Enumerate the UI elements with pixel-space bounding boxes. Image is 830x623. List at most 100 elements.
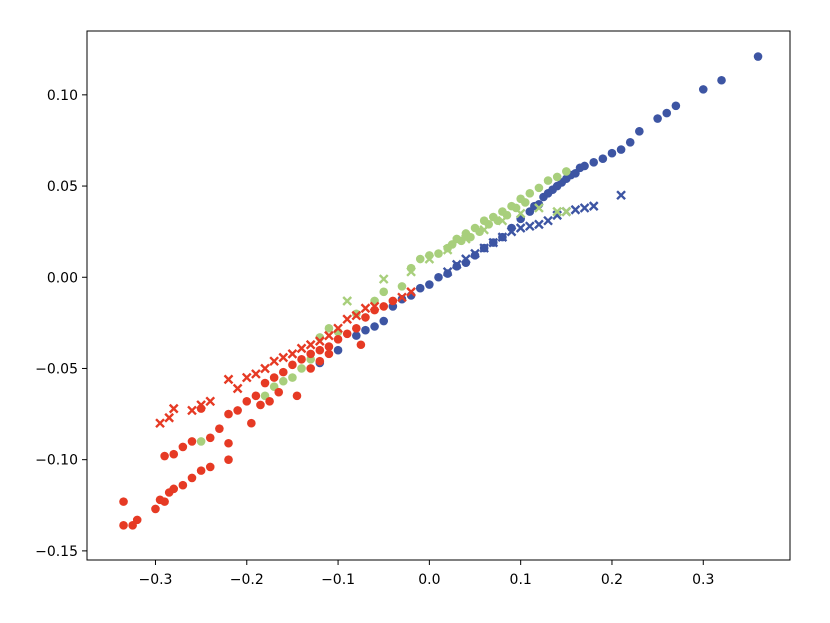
circle-marker-point — [625, 137, 635, 147]
circle-marker-point — [543, 176, 553, 185]
circle-marker-point — [274, 387, 284, 397]
circle-marker-point — [315, 356, 325, 366]
x-marker-point — [333, 323, 343, 334]
x-marker-point — [552, 206, 563, 217]
circle-marker-point — [306, 349, 315, 359]
x-marker-point — [461, 254, 471, 264]
x-marker-point — [406, 266, 416, 277]
circle-marker-point — [324, 349, 334, 359]
circle-marker-point — [616, 145, 626, 154]
x-marker-point — [205, 396, 216, 407]
circle-marker-point — [187, 437, 197, 446]
circle-marker-point — [352, 309, 361, 319]
circle-marker-point — [352, 324, 361, 333]
x-marker-point — [269, 356, 280, 367]
circle-marker-point — [278, 367, 288, 377]
circle-marker-point — [443, 269, 452, 278]
circle-marker-point — [160, 497, 169, 506]
circle-marker-point — [425, 280, 434, 289]
circle-marker-point — [169, 484, 179, 494]
x-marker-point — [470, 248, 480, 259]
x-marker-point — [251, 369, 261, 379]
x-marker-point — [479, 224, 489, 235]
circle-marker-point — [269, 373, 279, 382]
data-points — [119, 52, 763, 530]
x-marker-point — [461, 234, 471, 244]
circle-marker-point — [552, 172, 562, 182]
circle-marker-point — [297, 355, 306, 364]
x-tick-label: 0.2 — [601, 572, 623, 588]
circle-marker-point — [288, 360, 297, 370]
circle-marker-point — [342, 329, 352, 339]
circle-marker-point — [178, 442, 188, 452]
series-3 — [342, 203, 572, 306]
circle-marker-point — [333, 334, 343, 344]
circle-marker-point — [415, 283, 425, 293]
circle-marker-point — [205, 433, 215, 443]
circle-marker-point — [224, 455, 233, 464]
circle-marker-point — [119, 521, 128, 530]
x-marker-point — [497, 232, 508, 242]
circle-marker-point — [598, 154, 608, 163]
circle-marker-point — [315, 345, 325, 355]
circle-marker-point — [160, 451, 169, 461]
y-tick-label: 0.05 — [47, 179, 78, 195]
x-marker-point — [543, 215, 553, 226]
x-marker-point — [497, 215, 508, 226]
circle-marker-point — [196, 437, 206, 446]
x-marker-point — [397, 292, 407, 303]
x-marker-point — [296, 343, 307, 354]
x-marker-point — [287, 349, 298, 359]
x-marker-point — [314, 336, 325, 346]
x-marker-point — [479, 243, 489, 253]
x-marker-point — [342, 296, 353, 306]
x-marker-point — [506, 226, 517, 237]
circle-marker-point — [580, 161, 589, 171]
circle-marker-point — [562, 167, 571, 176]
circle-marker-point — [265, 397, 274, 406]
circle-marker-point — [361, 313, 370, 322]
y-tick-label: −0.10 — [35, 453, 78, 469]
circle-marker-point — [356, 340, 366, 350]
circle-marker-point — [151, 504, 160, 514]
circle-marker-point — [333, 345, 343, 355]
y-tick-label: −0.15 — [35, 544, 78, 560]
x-marker-point — [241, 372, 252, 383]
x-marker-point — [515, 223, 526, 233]
x-tick-label: −0.2 — [230, 572, 264, 588]
circle-marker-point — [242, 397, 252, 406]
x-marker-point — [232, 383, 243, 394]
circle-marker-point — [388, 296, 398, 306]
circle-marker-point — [324, 342, 334, 351]
circle-marker-point — [635, 127, 644, 136]
y-tick-label: 0.00 — [47, 270, 78, 286]
circle-marker-point — [224, 438, 233, 448]
series-4 — [119, 296, 398, 530]
circle-marker-point — [452, 262, 462, 271]
x-tick-label: 0.3 — [692, 572, 714, 588]
circle-marker-point — [698, 85, 708, 94]
circle-marker-point — [132, 515, 142, 525]
x-marker-point — [406, 287, 416, 297]
circle-marker-point — [534, 183, 544, 193]
x-marker-point — [351, 310, 362, 321]
circle-marker-point — [753, 52, 763, 61]
circle-marker-point — [215, 424, 224, 433]
x-marker-point — [378, 274, 389, 284]
circle-marker-point — [224, 409, 233, 419]
x-marker-point — [515, 208, 526, 219]
x-marker-point — [187, 405, 197, 416]
x-marker-point — [442, 245, 453, 255]
x-marker-point — [451, 259, 462, 270]
x-marker-point — [588, 201, 599, 211]
x-marker-point — [488, 237, 499, 248]
y-axis: −0.15 −0.10 −0.05 0.00 0.05 0.10 — [35, 88, 87, 560]
circle-marker-point — [196, 466, 206, 475]
circle-marker-point — [470, 251, 480, 260]
x-marker-point — [424, 254, 435, 264]
circle-marker-point — [306, 364, 315, 373]
circle-marker-point — [361, 325, 370, 335]
x-marker-point — [442, 266, 453, 277]
y-tick-label: −0.05 — [35, 361, 78, 377]
